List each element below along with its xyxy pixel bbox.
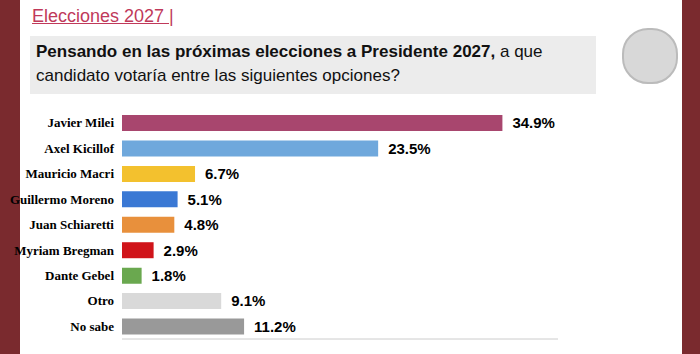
svg-text:6.7%: 6.7%: [205, 165, 239, 182]
html-text:Pensando en las próximas elecc: Pensando en las próximas elecciones a Pr…: [36, 42, 543, 85]
svg-text:Myriam Bregman: Myriam Bregman: [14, 243, 115, 258]
svg-text:1.8%: 1.8%: [152, 267, 186, 284]
svg-text:2.9%: 2.9%: [164, 242, 198, 259]
svg-text:5.1%: 5.1%: [188, 191, 222, 208]
svg-text:Juan Schiaretti: Juan Schiaretti: [29, 217, 114, 232]
svg-text:9.1%: 9.1%: [231, 292, 265, 309]
svg-text:Mauricio Macri: Mauricio Macri: [26, 166, 115, 181]
svg-text:Otro: Otro: [88, 293, 114, 308]
svg-text:11.2%: 11.2%: [254, 318, 296, 335]
svg-text:No sabe: No sabe: [70, 319, 114, 334]
svg-text:Dante Gebel: Dante Gebel: [45, 268, 114, 283]
html-text:Elecciones 2027 |: Elecciones 2027 |: [32, 6, 174, 26]
svg-text:Guillermo Moreno: Guillermo Moreno: [10, 192, 114, 207]
svg-text:Javier Milei: Javier Milei: [47, 115, 114, 130]
svg-text:34.9%: 34.9%: [512, 114, 555, 131]
svg-text:4.8%: 4.8%: [184, 216, 218, 233]
svg-text:23.5%: 23.5%: [388, 140, 431, 157]
svg-text:Axel Kicillof: Axel Kicillof: [44, 141, 114, 156]
